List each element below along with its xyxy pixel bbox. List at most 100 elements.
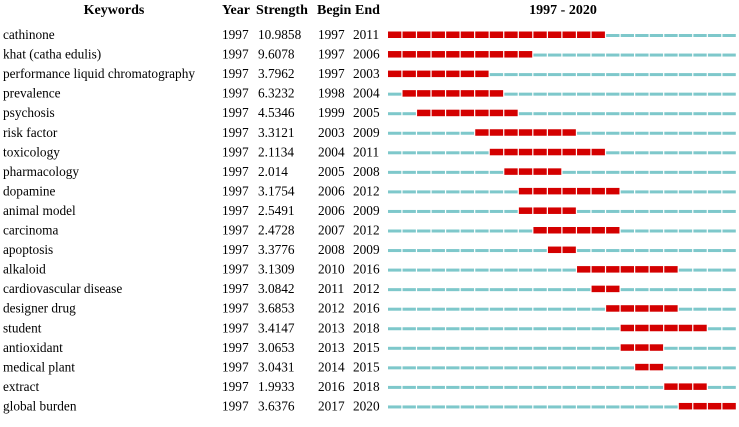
baseline-segment	[504, 385, 518, 389]
burst-segment	[504, 168, 518, 175]
burst-segment	[547, 148, 562, 156]
burst-segment	[533, 207, 547, 214]
burst-segment	[591, 31, 605, 38]
keyword-cell: extract	[3, 379, 39, 394]
burst-segment	[402, 70, 416, 78]
baseline-segment	[489, 268, 504, 272]
burst-segment	[577, 266, 591, 273]
baseline-segment	[649, 92, 664, 96]
baseline-segment	[664, 405, 678, 409]
baseline-segment	[533, 327, 547, 331]
burst-segment	[606, 305, 620, 312]
keyword-cell: global burden	[3, 398, 77, 413]
baseline-segment	[431, 151, 445, 155]
baseline-segment	[417, 288, 431, 292]
baseline-segment	[577, 385, 591, 389]
baseline-segment	[707, 151, 722, 155]
burst-row: student 1997 3.4147 2013 2018	[3, 320, 736, 335]
baseline-segment	[577, 366, 591, 370]
burst-segment	[649, 324, 664, 332]
baseline-segment	[606, 209, 620, 213]
year-cell: 1997	[222, 242, 249, 257]
baseline-segment	[489, 405, 504, 409]
baseline-segment	[518, 112, 533, 116]
keyword-cell: alkaloid	[3, 262, 46, 277]
baseline-segment	[707, 53, 722, 57]
burst-row: khat (catha edulis) 1997 9.6078 1997 2006	[3, 47, 736, 62]
baseline-segment	[722, 268, 736, 272]
end-cell: 2018	[353, 379, 380, 394]
baseline-segment	[678, 190, 693, 194]
baseline-segment	[620, 229, 635, 233]
strength-cell: 4.5346	[258, 105, 295, 120]
year-cell: 1997	[222, 144, 249, 159]
burst-segment	[475, 70, 489, 78]
baseline-segment	[577, 346, 591, 350]
baseline-segment	[577, 209, 591, 213]
baseline-segment	[635, 131, 649, 135]
end-cell: 2009	[353, 125, 380, 140]
baseline-segment	[431, 131, 445, 135]
begin-cell: 2017	[318, 398, 345, 413]
baseline-segment	[431, 307, 445, 311]
burst-segment	[489, 90, 504, 97]
baseline-segment	[504, 307, 518, 311]
keyword-cell: cardiovascular disease	[3, 281, 122, 296]
baseline-segment	[562, 73, 576, 77]
baseline-segment	[620, 92, 635, 96]
baseline-segment	[446, 288, 460, 292]
baseline-segment	[562, 366, 576, 370]
baseline-segment	[591, 170, 605, 174]
burst-segment	[577, 148, 591, 156]
burst-segment	[533, 187, 547, 195]
burst-segment	[577, 187, 591, 195]
baseline-segment	[722, 190, 736, 194]
baseline-segment	[460, 385, 475, 389]
keyword-cell: antioxidant	[3, 340, 63, 355]
baseline-segment	[664, 34, 678, 37]
baseline-segment	[446, 131, 460, 135]
baseline-segment	[460, 268, 475, 272]
baseline-segment	[635, 405, 649, 409]
baseline-segment	[547, 346, 562, 350]
burst-segment	[504, 51, 518, 58]
baseline-segment	[402, 307, 416, 311]
baseline-segment	[446, 209, 460, 213]
burst-segment	[460, 90, 475, 97]
burst-segment	[591, 148, 605, 156]
baseline-segment	[388, 288, 402, 292]
baseline-segment	[460, 346, 475, 350]
burst-segment	[562, 187, 576, 195]
baseline-segment	[635, 34, 649, 37]
baseline-segment	[693, 73, 707, 77]
baseline-segment	[475, 346, 489, 350]
baseline-segment	[577, 288, 591, 292]
burst-segment	[693, 383, 707, 390]
baseline-segment	[678, 34, 693, 37]
burst-segment	[417, 31, 431, 38]
burst-row: pharmacology 1997 2.014 2005 2008	[3, 164, 736, 179]
baseline-segment	[577, 131, 591, 135]
baseline-segment	[606, 405, 620, 409]
burst-row: performance liquid chromatography 1997 3.7…	[3, 66, 736, 81]
burst-segment	[504, 109, 518, 117]
begin-cell: 2004	[318, 144, 345, 159]
baseline-segment	[504, 288, 518, 292]
burst-segment	[475, 90, 489, 97]
baseline-segment	[547, 268, 562, 272]
baseline-segment	[577, 53, 591, 57]
baseline-segment	[417, 131, 431, 135]
burst-segment	[591, 285, 605, 293]
baseline-segment	[562, 268, 576, 272]
baseline-segment	[707, 131, 722, 135]
burst-segment	[417, 109, 431, 117]
burst-segment	[402, 51, 416, 58]
strength-cell: 1.9933	[258, 379, 295, 394]
baseline-segment	[693, 268, 707, 272]
baseline-segment	[533, 405, 547, 409]
end-cell: 2004	[353, 86, 380, 101]
baseline-segment	[722, 249, 736, 253]
burst-segment	[446, 70, 460, 78]
burst-segment	[460, 31, 475, 38]
baseline-segment	[678, 92, 693, 96]
